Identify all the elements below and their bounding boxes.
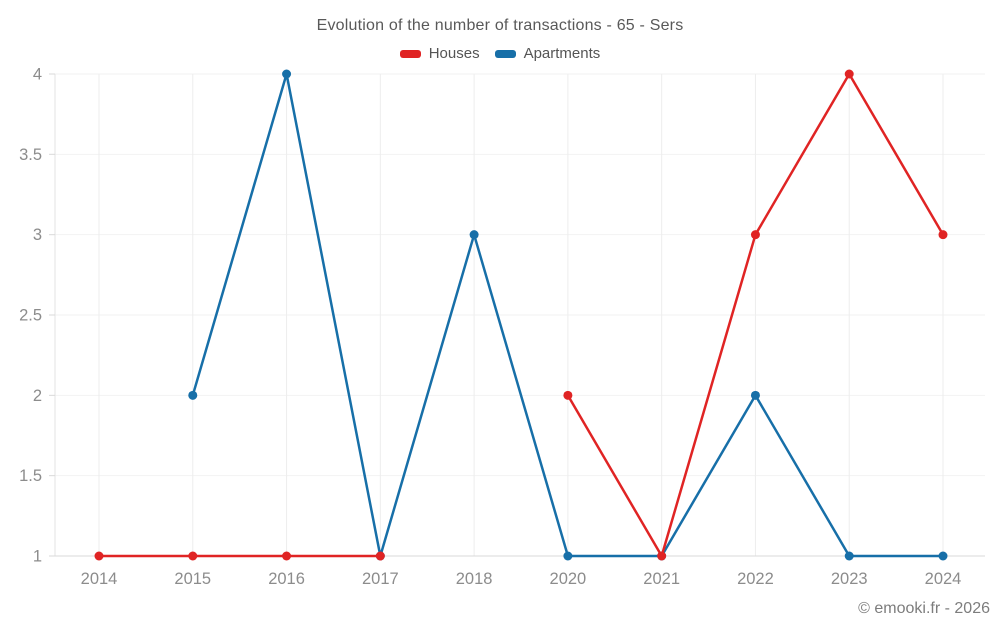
data-point-houses — [563, 390, 573, 400]
legend-label-houses: Houses — [428, 45, 480, 62]
data-point-houses — [844, 69, 854, 79]
y-tick-label: 4 — [33, 66, 42, 84]
data-point-houses — [282, 551, 292, 561]
watermark-credit: © emooki.fr - 2026 — [858, 600, 990, 617]
data-point-houses — [188, 551, 198, 561]
data-point-apartments — [938, 551, 948, 561]
y-tick-label: 1 — [33, 548, 42, 566]
x-tick-label: 2016 — [268, 570, 305, 588]
x-tick-label: 2020 — [550, 570, 587, 588]
data-point-apartments — [282, 69, 292, 79]
x-tick-label: 2014 — [81, 570, 118, 588]
data-point-houses — [657, 551, 667, 561]
x-tick-label: 2018 — [456, 570, 493, 588]
data-point-apartments — [750, 390, 760, 400]
x-tick-label: 2022 — [737, 570, 774, 588]
chart-legend: Houses Apartments — [0, 45, 1000, 62]
legend-label-apartments: Apartments — [523, 45, 601, 62]
data-point-apartments — [563, 551, 573, 561]
data-point-apartments — [844, 551, 854, 561]
data-point-houses — [375, 551, 385, 561]
y-tick-label: 3.5 — [19, 146, 42, 164]
chart-title: Evolution of the number of transactions … — [316, 17, 684, 34]
x-tick-label: 2015 — [174, 570, 211, 588]
x-tick-label: 2021 — [643, 570, 680, 588]
legend-item-houses[interactable]: Houses — [399, 45, 480, 62]
x-tick-label: 2023 — [831, 570, 868, 588]
data-point-apartments — [469, 230, 479, 240]
data-point-houses — [94, 551, 104, 561]
legend-item-apartments[interactable]: Apartments — [494, 45, 601, 62]
x-tick-label: 2017 — [362, 570, 399, 588]
data-point-apartments — [188, 390, 198, 400]
y-tick-label: 1.5 — [19, 467, 42, 485]
data-point-houses — [750, 230, 760, 240]
x-tick-label: 2024 — [925, 570, 962, 588]
apartments-series-swatch-icon — [494, 49, 516, 58]
y-tick-label: 2 — [33, 387, 42, 405]
data-point-houses — [938, 230, 948, 240]
y-tick-label: 2.5 — [19, 307, 42, 325]
y-tick-label: 3 — [33, 226, 42, 244]
houses-series-swatch-icon — [399, 49, 421, 58]
